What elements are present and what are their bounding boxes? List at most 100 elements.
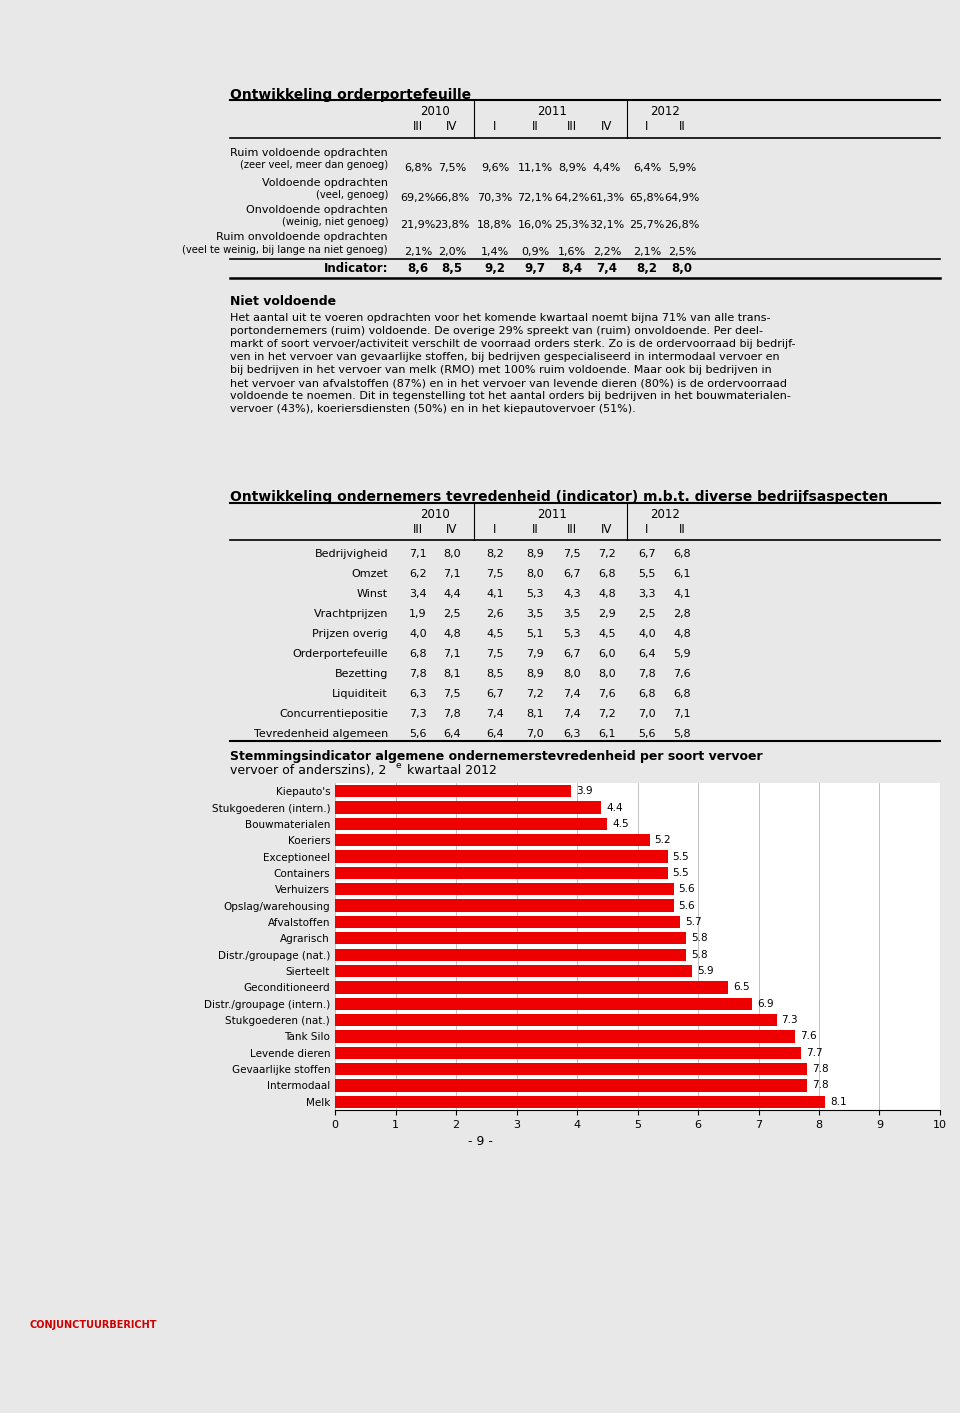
Text: 1,6%: 1,6% [558,247,586,257]
Text: - 9 -: - 9 - [468,1135,492,1147]
Text: 7,6: 7,6 [598,690,615,699]
Text: 4,8: 4,8 [673,629,691,639]
Bar [335,834,650,846]
Text: 0,9%: 0,9% [521,247,549,257]
Text: 3.9: 3.9 [576,786,592,796]
Text: 7,4: 7,4 [564,709,581,719]
Text: 8,1: 8,1 [444,668,461,680]
Text: 6.9: 6.9 [757,999,774,1009]
Text: 4,1: 4,1 [486,589,504,599]
Bar [335,900,674,911]
Text: ven in het vervoer van gevaarlijke stoffen, bij bedrijven gespecialiseerd in int: ven in het vervoer van gevaarlijke stoff… [230,352,780,362]
Text: Prijzen overig: Prijzen overig [312,629,388,639]
Text: 8,9: 8,9 [526,668,544,680]
Text: 8,0: 8,0 [526,569,543,579]
Text: 7,8: 7,8 [409,668,427,680]
Text: 7.8: 7.8 [812,1081,828,1091]
Text: Orderportefeuille: Orderportefeuille [293,649,388,658]
Text: Liquiditeit: Liquiditeit [332,690,388,699]
Text: 2012: 2012 [650,105,680,119]
Text: 7,2: 7,2 [526,690,544,699]
Text: (veel te weinig, bij lange na niet genoeg): (veel te weinig, bij lange na niet genoe… [182,244,388,254]
Text: Bedrijvigheid: Bedrijvigheid [314,550,388,560]
Text: 8,0: 8,0 [564,668,581,680]
Text: 23,8%: 23,8% [434,220,469,230]
Text: 6,7: 6,7 [486,690,504,699]
Text: 66,8%: 66,8% [434,194,469,203]
Text: het vervoer van afvalstoffen (87%) en in het vervoer van levende dieren (80%) is: het vervoer van afvalstoffen (87%) en in… [230,379,787,389]
Text: 6,4: 6,4 [638,649,656,658]
Text: 2011: 2011 [537,509,567,521]
Text: 5,3: 5,3 [526,589,543,599]
Text: 4,0: 4,0 [638,629,656,639]
Text: 4,3: 4,3 [564,589,581,599]
Bar [335,948,685,961]
Bar [335,801,601,814]
Text: 5,9: 5,9 [673,649,691,658]
Bar [335,998,753,1010]
Text: 8,6: 8,6 [407,261,428,276]
Text: kwartaal 2012: kwartaal 2012 [403,764,497,777]
Text: III: III [413,120,423,133]
Text: 1,9: 1,9 [409,609,427,619]
Text: 5,6: 5,6 [409,729,427,739]
Text: Ontwikkeling orderportefeuille: Ontwikkeling orderportefeuille [230,88,471,102]
Text: Indicator:: Indicator: [324,261,388,276]
Text: 2,5%: 2,5% [668,247,696,257]
Bar [335,883,674,896]
Text: 8,5: 8,5 [442,261,463,276]
Text: 4,4: 4,4 [444,589,461,599]
Text: 7,2: 7,2 [598,709,616,719]
Text: 4.4: 4.4 [606,803,623,812]
Text: IV: IV [446,120,458,133]
Text: 7,5%: 7,5% [438,162,467,172]
Text: 8,2: 8,2 [486,550,504,560]
Text: 6,1: 6,1 [673,569,691,579]
Text: 2,5: 2,5 [444,609,461,619]
Text: 6,7: 6,7 [638,550,656,560]
Text: 2011: 2011 [537,105,567,119]
Text: 5.7: 5.7 [684,917,702,927]
Text: 6.5: 6.5 [733,982,750,992]
Text: (weinig, niet genoeg): (weinig, niet genoeg) [281,218,388,227]
Text: 2,1%: 2,1% [404,247,432,257]
Text: III: III [413,523,423,536]
Bar [335,1015,777,1026]
Text: 4,5: 4,5 [598,629,615,639]
Text: 4,0: 4,0 [409,629,427,639]
Bar [335,965,692,978]
Text: 7.3: 7.3 [781,1015,798,1024]
Text: e: e [395,762,400,770]
Text: 6,7: 6,7 [564,569,581,579]
Text: 7,6: 7,6 [673,668,691,680]
Text: 7,4: 7,4 [564,690,581,699]
Text: 4,5: 4,5 [486,629,504,639]
Text: III: III [567,120,577,133]
Text: 7,4: 7,4 [596,261,617,276]
Text: Vrachtprijzen: Vrachtprijzen [314,609,388,619]
Text: I: I [645,523,649,536]
Text: 4,8: 4,8 [444,629,461,639]
Text: 2,6: 2,6 [486,609,504,619]
Text: 8,4: 8,4 [562,261,583,276]
Text: CONJUNCTUURBERICHT: CONJUNCTUURBERICHT [30,1320,157,1330]
Text: Niet voldoende: Niet voldoende [230,295,336,308]
Text: 2,1%: 2,1% [633,247,661,257]
Text: (veel, genoeg): (veel, genoeg) [316,189,388,201]
Text: 4,4%: 4,4% [593,162,621,172]
Bar [335,1047,801,1058]
Text: 3,5: 3,5 [526,609,543,619]
Text: 25,7%: 25,7% [630,220,664,230]
Text: 6,4%: 6,4% [633,162,661,172]
Text: Het aantal uit te voeren opdrachten voor het komende kwartaal noemt bijna 71% va: Het aantal uit te voeren opdrachten voor… [230,314,771,324]
Bar [335,1030,795,1043]
Text: 6,8%: 6,8% [404,162,432,172]
Text: 7.6: 7.6 [800,1031,816,1041]
Text: (zeer veel, meer dan genoeg): (zeer veel, meer dan genoeg) [240,160,388,170]
Text: 8,9%: 8,9% [558,162,587,172]
Text: 5.9: 5.9 [697,966,713,976]
Text: vervoer of anderszins), 2: vervoer of anderszins), 2 [230,764,386,777]
Text: 6,2: 6,2 [409,569,427,579]
Bar [335,1095,825,1108]
Text: 72,1%: 72,1% [517,194,553,203]
